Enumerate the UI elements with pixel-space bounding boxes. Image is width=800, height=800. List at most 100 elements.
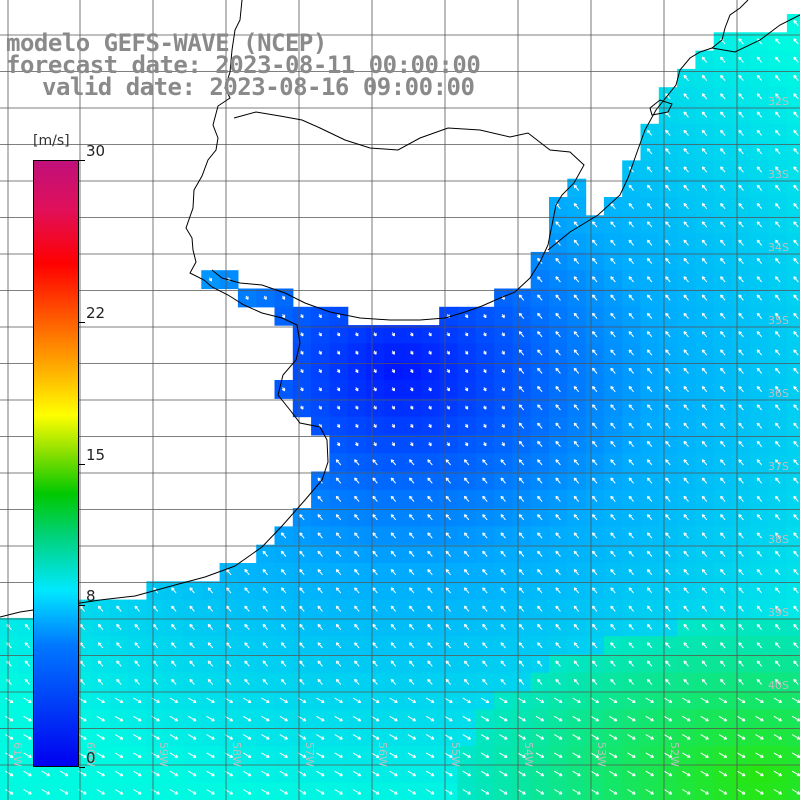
wind-arrow xyxy=(482,623,488,631)
wind-arrow xyxy=(610,294,616,301)
wind-arrow xyxy=(610,276,616,283)
wind-arrow xyxy=(114,715,124,722)
wind-arrow xyxy=(683,477,689,484)
longitude-label: 55W xyxy=(449,742,462,767)
wind-arrow xyxy=(775,74,781,82)
wind-arrow xyxy=(444,770,453,777)
wind-arrow xyxy=(391,442,395,447)
wind-arrow xyxy=(262,587,268,594)
wind-arrow xyxy=(242,789,252,795)
wind-arrow xyxy=(134,605,140,612)
wind-arrow xyxy=(464,442,469,447)
latitude-labels: 32S 33S 34S 35S 36S 37S 38S 39S 40S xyxy=(768,95,789,692)
wind-arrow xyxy=(279,789,288,795)
wind-arrow xyxy=(133,697,142,703)
wind-arrow xyxy=(775,221,781,228)
wind-arrow xyxy=(592,239,598,246)
wind-arrow xyxy=(444,734,453,740)
wind-arrow xyxy=(555,514,561,521)
wind-arrow xyxy=(646,367,653,374)
wind-arrow xyxy=(628,477,634,484)
wind-arrow xyxy=(499,715,508,722)
wind-arrow xyxy=(683,166,689,173)
wind-arrow xyxy=(189,587,195,594)
latitude-label: 33S xyxy=(768,168,789,181)
wind-arrow xyxy=(372,459,378,466)
latitude-label: 34S xyxy=(768,241,789,254)
wind-arrow xyxy=(720,56,726,63)
wind-arrow xyxy=(683,312,689,319)
wind-arrow xyxy=(720,294,726,301)
wind-arrow xyxy=(756,93,763,100)
wind-arrow xyxy=(756,257,763,265)
wind-arrow xyxy=(775,203,781,210)
wind-speed-cell xyxy=(183,782,202,800)
wind-arrow xyxy=(610,605,616,612)
wind-arrow xyxy=(683,440,689,448)
wind-speed-cell xyxy=(786,14,800,33)
wind-speed-cell xyxy=(750,782,770,800)
wind-arrow xyxy=(336,423,341,428)
wind-arrow xyxy=(775,459,781,466)
wind-arrow xyxy=(573,184,580,191)
wind-speed-cell xyxy=(786,654,800,674)
wind-arrow xyxy=(610,532,616,539)
wind-arrow xyxy=(24,660,31,667)
wind-arrow xyxy=(518,440,525,448)
wind-arrow xyxy=(665,148,671,155)
wind-arrow xyxy=(793,550,799,557)
wind-arrow xyxy=(682,752,691,758)
wind-arrow xyxy=(280,587,287,594)
wind-arrow xyxy=(793,404,799,411)
wind-speed-cell xyxy=(512,782,532,800)
wind-arrow xyxy=(226,642,232,649)
wind-arrow xyxy=(793,239,799,246)
wind-arrow xyxy=(446,332,450,337)
wind-arrow xyxy=(280,642,287,649)
wind-arrow xyxy=(628,623,634,631)
wind-speed-cell xyxy=(786,361,800,381)
wind-arrow xyxy=(206,752,215,758)
wind-arrow xyxy=(701,129,708,136)
wind-arrow xyxy=(718,752,728,758)
wind-arrow xyxy=(425,770,435,777)
wind-arrow xyxy=(738,459,744,466)
wind-arrow xyxy=(793,587,799,594)
wind-arrow xyxy=(682,715,691,722)
wind-arrow xyxy=(279,697,288,703)
wind-arrow xyxy=(738,129,744,136)
wind-arrow xyxy=(718,697,728,703)
wind-arrow xyxy=(592,477,598,484)
wind-arrow xyxy=(737,697,746,703)
wind-arrow xyxy=(391,405,395,410)
wind-arrow xyxy=(389,752,398,758)
wind-arrow xyxy=(354,459,360,466)
wind-speed-cells xyxy=(0,14,800,800)
wind-arrow xyxy=(627,770,636,777)
wind-arrow xyxy=(444,697,453,703)
wind-arrow xyxy=(463,569,470,576)
wind-arrow xyxy=(389,734,398,740)
wind-arrow xyxy=(793,20,799,27)
wind-arrow xyxy=(500,495,506,502)
wind-arrow xyxy=(409,623,415,631)
wind-arrow xyxy=(555,605,561,612)
wind-arrow xyxy=(409,405,414,410)
wind-arrow xyxy=(665,349,671,356)
wind-arrow xyxy=(535,770,545,777)
wind-arrow xyxy=(756,422,763,429)
wind-arrow xyxy=(188,789,197,795)
wind-arrow xyxy=(555,404,561,411)
wind-arrow xyxy=(738,642,744,649)
wind-arrow xyxy=(738,550,744,557)
wind-arrow xyxy=(354,514,360,521)
wind-arrow xyxy=(23,715,32,722)
wind-arrow xyxy=(354,678,360,685)
wind-arrow xyxy=(445,660,451,667)
wind-arrow xyxy=(683,386,689,393)
wind-arrow xyxy=(134,642,140,649)
wind-arrow xyxy=(663,752,673,758)
wind-arrow xyxy=(645,715,654,722)
coastline xyxy=(0,0,800,618)
wind-arrow xyxy=(444,789,453,795)
